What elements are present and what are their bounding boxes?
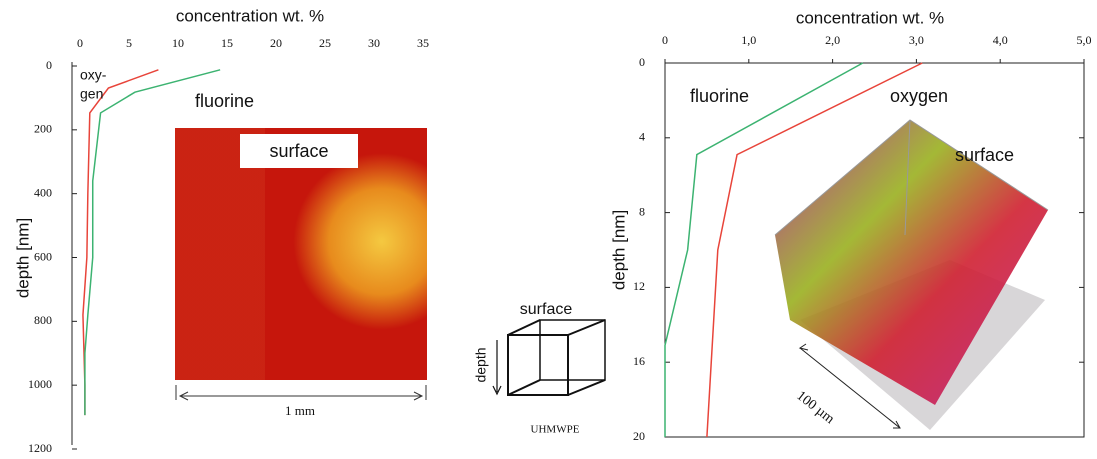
y-tick-label: 0 <box>639 55 645 69</box>
y-tick-label: 16 <box>633 354 645 368</box>
x-tick-label: 4,0 <box>993 33 1008 47</box>
diagram-top: surface <box>520 301 573 318</box>
annotation: surface <box>269 141 328 161</box>
y-tick-label: 600 <box>34 249 52 263</box>
x-tick-label: 5,0 <box>1077 33 1092 47</box>
y-tick-label: 800 <box>34 313 52 327</box>
y-tick-label: 1200 <box>28 441 52 455</box>
annotation: gen <box>80 86 103 102</box>
y-tick-label: 200 <box>34 122 52 136</box>
x-tick-label: 25 <box>319 36 331 50</box>
series-line <box>664 62 864 437</box>
series-line <box>82 69 159 416</box>
x-tick-label: 30 <box>368 36 380 50</box>
x-tick-label: 0 <box>77 36 83 50</box>
diagram-label: UHMWPE <box>531 424 580 436</box>
x-axis-label: concentration wt. % <box>796 8 944 27</box>
surface-image <box>774 119 1049 430</box>
y-tick-label: 8 <box>639 204 645 218</box>
series-line <box>84 69 221 416</box>
y-axis-label: depth [nm] <box>13 218 32 298</box>
x-tick-label: 5 <box>126 36 132 50</box>
x-tick-label: 0 <box>662 33 668 47</box>
annotation: oxy- <box>80 67 107 83</box>
y-axis-label: depth [nm] <box>609 210 628 290</box>
x-tick-label: 35 <box>417 36 429 50</box>
y-tick-label: 1000 <box>28 377 52 391</box>
annotation: oxygen <box>890 86 948 106</box>
annotation: surface <box>955 145 1014 165</box>
series-line <box>706 62 923 438</box>
y-tick-label: 0 <box>46 58 52 72</box>
y-tick-label: 4 <box>639 130 645 144</box>
y-tick-label: 400 <box>34 185 52 199</box>
x-tick-label: 3,0 <box>909 33 924 47</box>
annotation: 100 µm <box>793 388 837 427</box>
y-tick-label: 12 <box>633 279 645 293</box>
x-tick-label: 1,0 <box>741 33 756 47</box>
heatmap-image <box>175 128 427 401</box>
annotation: fluorine <box>690 86 749 106</box>
x-tick-label: 10 <box>172 36 184 50</box>
x-tick-label: 20 <box>270 36 282 50</box>
x-tick-label: 2,0 <box>825 33 840 47</box>
x-tick-label: 15 <box>221 36 233 50</box>
x-axis-label: concentration wt. % <box>176 6 324 25</box>
annotation: fluorine <box>195 91 254 111</box>
annotation: 1 mm <box>285 403 315 418</box>
cube-diagram <box>492 319 606 396</box>
plot-frame <box>664 62 1085 438</box>
y-tick-label: 20 <box>633 429 645 443</box>
diagram-side: depth <box>473 347 489 382</box>
